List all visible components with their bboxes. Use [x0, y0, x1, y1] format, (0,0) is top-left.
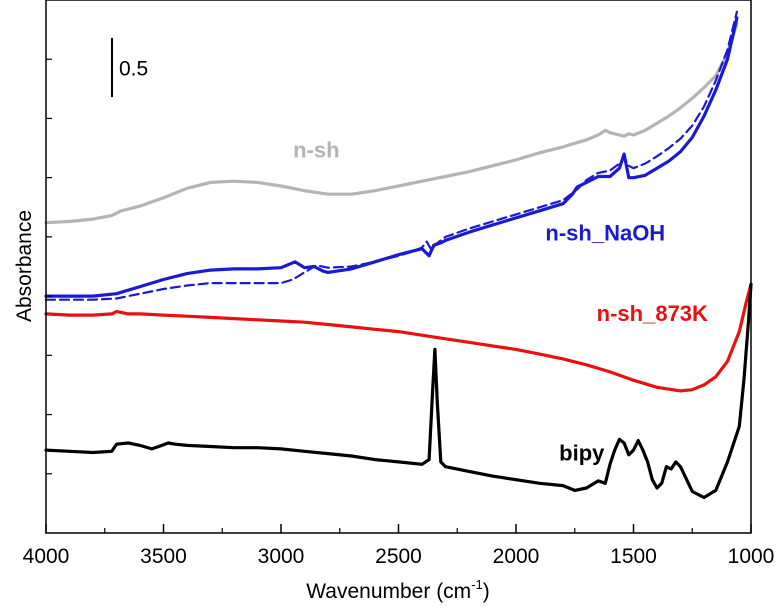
x-axis-label: Wavenumber (cm-1) [306, 577, 490, 603]
series-label-n-sh: n-sh [293, 138, 339, 163]
series-layer [44, 10, 753, 500]
x-ticks: 4000 3500 3000 2500 2000 1500 1000 [23, 524, 775, 568]
series-line-n-sh-naoh [44, 16, 739, 298]
series-label-n-sh-naoh: n-sh_NaOH [545, 220, 665, 245]
scale-bar-label: 0.5 [119, 58, 148, 81]
x-tick-label: 3500 [140, 545, 187, 568]
scale-bar: 0.5 [111, 37, 148, 98]
series-label-n-sh-873k: n-sh_873K [597, 301, 708, 326]
x-tick-label: 3000 [258, 545, 305, 568]
x-tick-label: 1500 [610, 545, 657, 568]
x-tick-label: 2500 [375, 545, 422, 568]
series-line-n-sh-naoh-dashed [44, 10, 739, 301]
series-line-n-sh-873k [44, 282, 753, 393]
x-tick-label: 2000 [493, 545, 540, 568]
series-line-n-sh [44, 22, 739, 225]
x-tick-label: 1000 [728, 545, 775, 568]
y-ticks [46, 58, 52, 475]
x-tick-label: 4000 [23, 545, 70, 568]
series-line-bipy [44, 282, 753, 500]
series-label-bipy: bipy [559, 441, 605, 466]
y-axis-label: Absorbance [13, 210, 36, 322]
